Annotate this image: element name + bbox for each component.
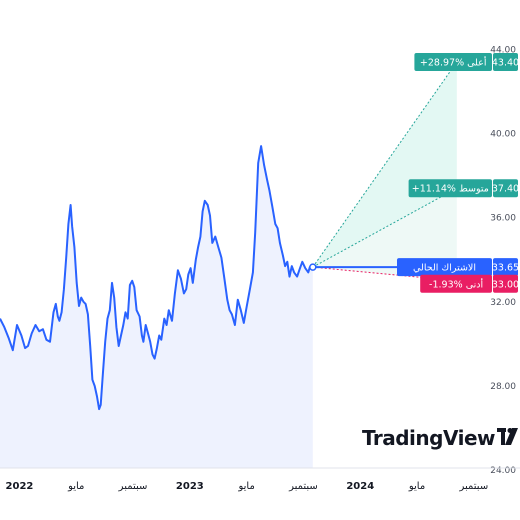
forecast-label-low: 33.00 -1.93% أدنى [420, 274, 519, 293]
x-tick-label: 2023 [176, 481, 204, 492]
watermark-text: TradingView [362, 426, 495, 450]
forecast-low-range [312, 188, 457, 281]
y-tick-label: 32.00 [490, 298, 516, 308]
label-badge-text: الاشتراك الحالي [413, 263, 476, 274]
tradingview-logo-icon [497, 428, 518, 445]
forecast-label-high: 43.40 +28.97% أعلى [414, 52, 519, 71]
y-tick-label: 24.00 [490, 466, 516, 476]
label-badge [414, 52, 492, 71]
y-tick-label: 36.00 [490, 214, 516, 224]
value-badge-text: 33.65 [492, 263, 519, 274]
x-tick-label: مايو [408, 481, 425, 492]
x-tick-label: سبتمبر [288, 481, 318, 492]
tradingview-watermark: TradingView [362, 426, 518, 450]
y-tick-label: 40.00 [490, 130, 516, 140]
forecast-label-average: 37.40+11.14% متوسط [408, 179, 519, 198]
label-badge-text: -1.93% أدنى [429, 277, 483, 290]
price-area-fill [0, 146, 313, 468]
x-tick-label: 2022 [6, 481, 34, 492]
value-badge-text: 33.00 [492, 279, 519, 290]
label-badge [408, 179, 492, 198]
forecast-line-average [312, 187, 458, 268]
label-badge [397, 258, 492, 277]
forecast-line-high [312, 61, 458, 268]
x-tick-label: مايو [67, 481, 84, 492]
price-line [0, 145, 313, 411]
y-tick-label: 44.00 [490, 45, 516, 55]
forecast-label-current: 33.65 الاشتراك الحالي [397, 258, 519, 277]
y-tick-label: 28.00 [490, 382, 516, 392]
label-badge [420, 274, 492, 293]
value-badge-text: 43.40 [492, 57, 519, 68]
x-tick-label: مايو [237, 481, 254, 492]
value-badge [493, 258, 518, 277]
current-price-point [309, 263, 317, 271]
value-badge [493, 52, 518, 71]
x-tick-label: سبتمبر [458, 481, 488, 492]
value-badge [493, 274, 518, 293]
label-badge-text: +11.14% متوسط [412, 184, 489, 195]
value-badge [493, 179, 518, 198]
value-badge-text: 37.40 [492, 184, 519, 195]
x-tick-label: 2024 [346, 481, 374, 492]
x-tick-label: سبتمبر [118, 481, 148, 492]
label-badge-text: +28.97% أعلى [420, 55, 487, 68]
